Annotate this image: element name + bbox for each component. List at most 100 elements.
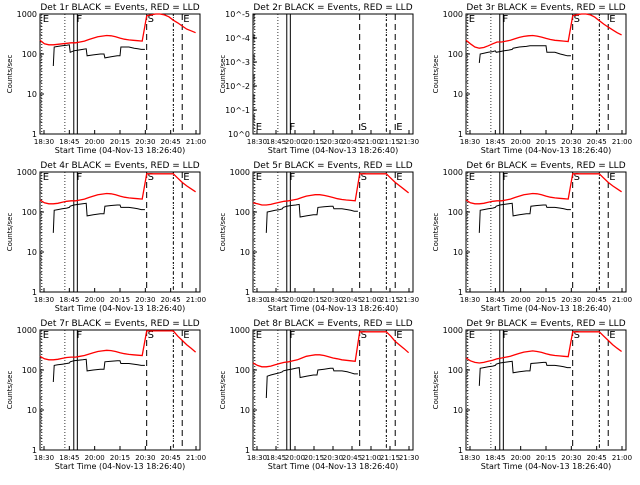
event-marker-label: S — [148, 14, 154, 25]
y-tick-label: 1000 — [443, 168, 463, 177]
y-tick-label: 100 — [448, 366, 463, 375]
y-tick-label: 1 — [245, 446, 250, 455]
y-axis-label: Counts/sec — [219, 213, 227, 252]
series-line-lld — [39, 13, 196, 46]
y-tick-label: 1000 — [17, 168, 37, 177]
x-tick-label: 20:15 — [110, 296, 130, 304]
x-tick-label: 20:45 — [161, 138, 181, 146]
plot-frame — [465, 171, 627, 293]
y-axis-label: Counts/sec — [219, 55, 227, 94]
chart-title: Det 4r BLACK = Events, RED = LLD — [40, 161, 199, 171]
y-tick-label: 10 — [453, 90, 463, 99]
x-tick-label: 21:00 — [361, 138, 381, 146]
x-tick-label: 18:30 — [34, 296, 54, 304]
x-tick-label: 20:30 — [323, 138, 343, 146]
y-axis-label: Counts/sec — [6, 213, 14, 252]
y-tick-label: 10 — [240, 248, 250, 257]
event-marker-label: E — [43, 330, 49, 341]
y-tick-label: 10 — [240, 406, 250, 415]
chart-title: Det 6r BLACK = Events, RED = LLD — [466, 161, 625, 171]
series-line-events — [265, 203, 358, 233]
x-tick-label: 20:00 — [511, 296, 531, 304]
event-marker-label: E — [256, 122, 262, 133]
series-line-lld — [252, 331, 410, 368]
event-marker-label: F — [503, 330, 509, 341]
chart-title: Det 7r BLACK = Events, RED = LLD — [40, 319, 199, 329]
series-line-events — [478, 360, 571, 386]
x-tick-label: 20:00 — [85, 296, 105, 304]
series-line-lld — [465, 13, 622, 49]
event-marker-label: E — [469, 14, 475, 25]
x-tick-label: 20:30 — [561, 296, 581, 304]
x-tick-label: 21:00 — [612, 138, 632, 146]
y-axis-label: Counts/sec — [432, 55, 440, 94]
plot-frame — [252, 13, 414, 135]
event-marker-label: E — [469, 172, 475, 183]
event-marker-label: F — [290, 122, 296, 133]
x-tick-label: 21:15 — [380, 296, 400, 304]
y-tick-label: 10^-4 — [225, 34, 250, 43]
y-tick-label: 1 — [245, 288, 250, 297]
y-tick-label: 1 — [458, 288, 463, 297]
x-axis-label: Start Time (04-Nov-13 18:26:40) — [55, 146, 185, 155]
series-line-events — [52, 358, 145, 383]
event-marker-label: S — [574, 14, 580, 25]
x-axis-label: Start Time (04-Nov-13 18:26:40) — [268, 462, 398, 471]
x-tick-label: 20:00 — [285, 296, 305, 304]
y-tick-label: 1000 — [17, 10, 37, 19]
x-tick-label: 20:15 — [304, 138, 324, 146]
x-tick-label: 21:15 — [380, 454, 400, 462]
y-tick-label: 10 — [453, 406, 463, 415]
plot-frame — [252, 171, 414, 293]
plot-frame — [39, 171, 201, 293]
y-tick-label: 1000 — [230, 326, 250, 335]
y-tick-label: 10^-2 — [225, 82, 250, 91]
y-tick-label: 100 — [235, 208, 250, 217]
x-axis-label: Start Time (04-Nov-13 18:26:40) — [55, 462, 185, 471]
x-tick-label: 18:45 — [485, 454, 505, 462]
x-tick-label: 20:30 — [135, 138, 155, 146]
y-tick-label: 1 — [32, 130, 37, 139]
x-tick-label: 21:15 — [380, 138, 400, 146]
x-tick-label: 20:00 — [285, 138, 305, 146]
series-line-events — [52, 44, 145, 67]
series-line-events — [478, 202, 571, 233]
y-tick-label: 10 — [453, 248, 463, 257]
x-tick-label: 20:15 — [536, 454, 556, 462]
y-tick-label: 100 — [22, 50, 37, 59]
plot-frame — [39, 13, 201, 135]
series-line-lld — [252, 173, 410, 206]
x-axis-label: Start Time (04-Nov-13 18:26:40) — [481, 304, 611, 313]
plot-frame — [252, 329, 414, 451]
event-marker-label: E — [43, 14, 49, 25]
x-tick-label: 21:00 — [186, 454, 206, 462]
x-tick-label: 20:00 — [285, 454, 305, 462]
x-tick-label: 18:45 — [485, 296, 505, 304]
chart-title: Det 3r BLACK = Events, RED = LLD — [466, 3, 625, 13]
event-marker-label: E — [396, 122, 402, 133]
x-tick-label: 20:15 — [304, 296, 324, 304]
x-axis-label: Start Time (04-Nov-13 18:26:40) — [481, 462, 611, 471]
y-tick-label: 100 — [235, 366, 250, 375]
chart-title: Det 8r BLACK = Events, RED = LLD — [253, 319, 412, 329]
x-tick-label: 18:45 — [266, 138, 286, 146]
event-marker-label: S — [361, 122, 367, 133]
event-marker-label: E — [256, 172, 262, 183]
series-line-lld — [465, 331, 622, 364]
y-tick-label: 10^-5 — [225, 10, 250, 19]
y-tick-label: 1 — [458, 446, 463, 455]
y-tick-label: 10^-1 — [225, 106, 250, 115]
event-marker-label: E — [469, 330, 475, 341]
x-tick-label: 20:30 — [135, 296, 155, 304]
y-tick-label: 100 — [448, 50, 463, 59]
x-tick-label: 18:30 — [247, 454, 267, 462]
y-tick-label: 10 — [27, 90, 37, 99]
event-marker-label: E — [183, 330, 189, 341]
event-marker-label: F — [290, 172, 296, 183]
x-tick-label: 21:30 — [399, 138, 419, 146]
x-tick-label: 18:30 — [247, 296, 267, 304]
